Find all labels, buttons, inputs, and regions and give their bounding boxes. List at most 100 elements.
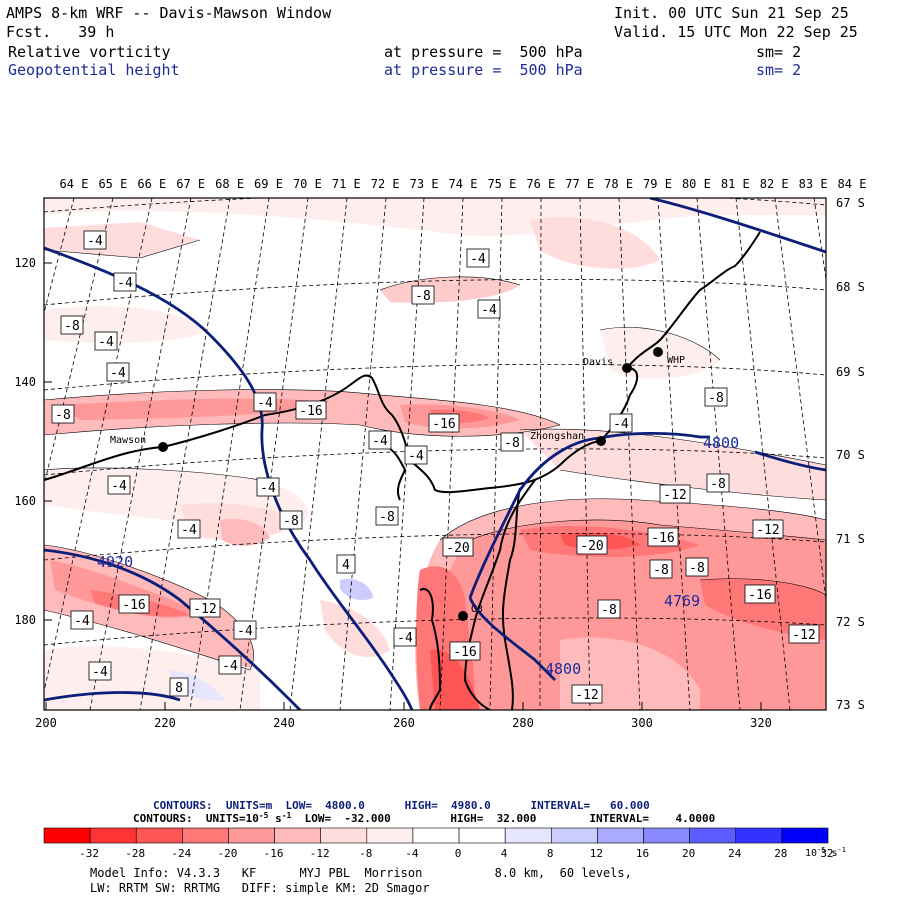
vort-label: -8 bbox=[708, 391, 724, 406]
vort-label-box bbox=[744, 584, 776, 604]
vort-label-box bbox=[788, 624, 820, 644]
height-label: 4769 bbox=[664, 592, 700, 610]
colorbar-tick-label: 0 bbox=[455, 847, 462, 860]
vort-label-box bbox=[375, 506, 399, 526]
forecast-hour: Fcst. 39 h bbox=[6, 23, 115, 41]
model-info-line1: Model Info: V4.3.3 KF MYJ PBL Morrison 8… bbox=[90, 866, 632, 880]
vort-label: -12 bbox=[756, 523, 779, 538]
vort-label: -20 bbox=[446, 541, 469, 556]
axis-ticks bbox=[44, 262, 762, 710]
vort-label-box bbox=[189, 598, 221, 618]
vort-label-box bbox=[368, 430, 392, 450]
lon-label: 79 E bbox=[643, 177, 672, 191]
vort-label: -8 bbox=[504, 436, 520, 451]
station-marker-g3 bbox=[458, 611, 468, 621]
vort-label-box bbox=[253, 392, 277, 412]
colorbar-tick-label: 4 bbox=[501, 847, 508, 860]
vort-label-box bbox=[233, 620, 257, 640]
colorbar-swatch bbox=[597, 827, 644, 844]
lon-label: 71 E bbox=[332, 177, 361, 191]
vort-label-box bbox=[500, 432, 524, 452]
vort-label-box bbox=[706, 473, 730, 493]
vort-label-box bbox=[60, 315, 84, 335]
station-label-zhongshan: Zhongshan bbox=[530, 431, 584, 442]
vort-label-box bbox=[597, 599, 621, 619]
vort-label-box bbox=[295, 400, 327, 420]
x-tick-label: 300 bbox=[631, 716, 653, 730]
field2-name: Geopotential height bbox=[8, 61, 180, 79]
station-marker-mawson bbox=[158, 442, 168, 452]
colorbar-tick-label: -32 bbox=[79, 847, 99, 860]
lon-label: 78 E bbox=[604, 177, 633, 191]
colorbar-swatch bbox=[412, 827, 460, 844]
init-time: Init. 00 UTC Sun 21 Sep 25 bbox=[614, 4, 849, 22]
height-label: 4800 bbox=[545, 660, 581, 678]
vort-label-box bbox=[70, 610, 94, 630]
station-marker-zhongshan bbox=[596, 436, 606, 446]
colorbar-swatch bbox=[366, 827, 414, 844]
vort-label-box bbox=[113, 272, 137, 292]
vort-label-box bbox=[647, 527, 679, 547]
colorbar-swatch bbox=[182, 827, 229, 844]
vort-label: -4 bbox=[260, 481, 276, 496]
lon-label: 64 E bbox=[60, 177, 89, 191]
x-tick-label: 200 bbox=[35, 716, 57, 730]
vort-label: -16 bbox=[122, 598, 145, 613]
coastline bbox=[44, 231, 761, 710]
map-frame bbox=[43, 197, 827, 711]
vort-label: -4 bbox=[181, 523, 197, 538]
lon-label: 69 E bbox=[254, 177, 283, 191]
height-label: 4920 bbox=[97, 553, 133, 571]
colorbar-swatch bbox=[89, 827, 137, 844]
vort-label: -4 bbox=[111, 479, 127, 494]
colorbar-tick-label: 32 bbox=[820, 847, 833, 860]
legend: CONTOURS: UNITS=m LOW= 4800.0 HIGH= 4980… bbox=[43, 799, 846, 860]
plot-title: AMPS 8-km WRF -- Davis-Mawson Window bbox=[6, 4, 332, 22]
colorbar-tick-label: -20 bbox=[217, 847, 237, 860]
lon-label: 83 E bbox=[799, 177, 828, 191]
lat-label: 69 S bbox=[836, 365, 865, 379]
colorbar-unit: 10-5 s-1 bbox=[805, 846, 846, 859]
vort-label: -4 bbox=[117, 276, 133, 291]
lat-label: 70 S bbox=[836, 448, 865, 462]
vort-label: -4 bbox=[74, 614, 90, 629]
vort-label-box bbox=[336, 554, 356, 574]
vort-label: -16 bbox=[299, 404, 322, 419]
height-labels: 4800 4920 4769 4800 bbox=[97, 434, 739, 678]
vort-label: -4 bbox=[110, 366, 126, 381]
lat-label: 67 S bbox=[836, 196, 865, 210]
colorbar-tick-label: 12 bbox=[590, 847, 603, 860]
lon-label: 75 E bbox=[487, 177, 516, 191]
vort-label: -4 bbox=[87, 234, 103, 249]
field1-name: Relative vorticity bbox=[8, 43, 171, 61]
colorbar-swatch bbox=[781, 827, 829, 844]
vort-label: -4 bbox=[408, 449, 424, 464]
vort-label: -4 bbox=[397, 631, 413, 646]
left-axis-labels: 120 140 160 180 bbox=[14, 256, 36, 627]
colorbar-swatch bbox=[689, 827, 737, 844]
vort-label: -8 bbox=[689, 561, 705, 576]
vort-label: -16 bbox=[651, 531, 674, 546]
vort-label-box bbox=[428, 413, 460, 433]
lon-label: 72 E bbox=[371, 177, 400, 191]
station-label-mawson: Mawson bbox=[110, 435, 146, 446]
colorbar-tick-label: 16 bbox=[636, 847, 649, 860]
vort-label: -16 bbox=[748, 588, 771, 603]
vort-label-box bbox=[752, 519, 784, 539]
station-marker-davis bbox=[622, 363, 632, 373]
vort-label: -8 bbox=[283, 514, 299, 529]
lon-label: 70 E bbox=[293, 177, 322, 191]
vort-label-box bbox=[94, 331, 118, 351]
vort-label-box bbox=[118, 594, 150, 614]
lon-label: 80 E bbox=[682, 177, 711, 191]
lon-label: 84 E bbox=[838, 177, 867, 191]
colorbar-swatch bbox=[135, 827, 183, 844]
vort-label: -8 bbox=[379, 510, 395, 525]
colorbar-swatch bbox=[228, 827, 275, 844]
field1-level: at pressure = 500 hPa bbox=[384, 43, 583, 61]
vort-label-box bbox=[466, 248, 490, 268]
colorbar-swatch bbox=[735, 827, 783, 844]
lat-label: 73 S bbox=[836, 698, 865, 712]
vort-label: -4 bbox=[92, 665, 108, 680]
